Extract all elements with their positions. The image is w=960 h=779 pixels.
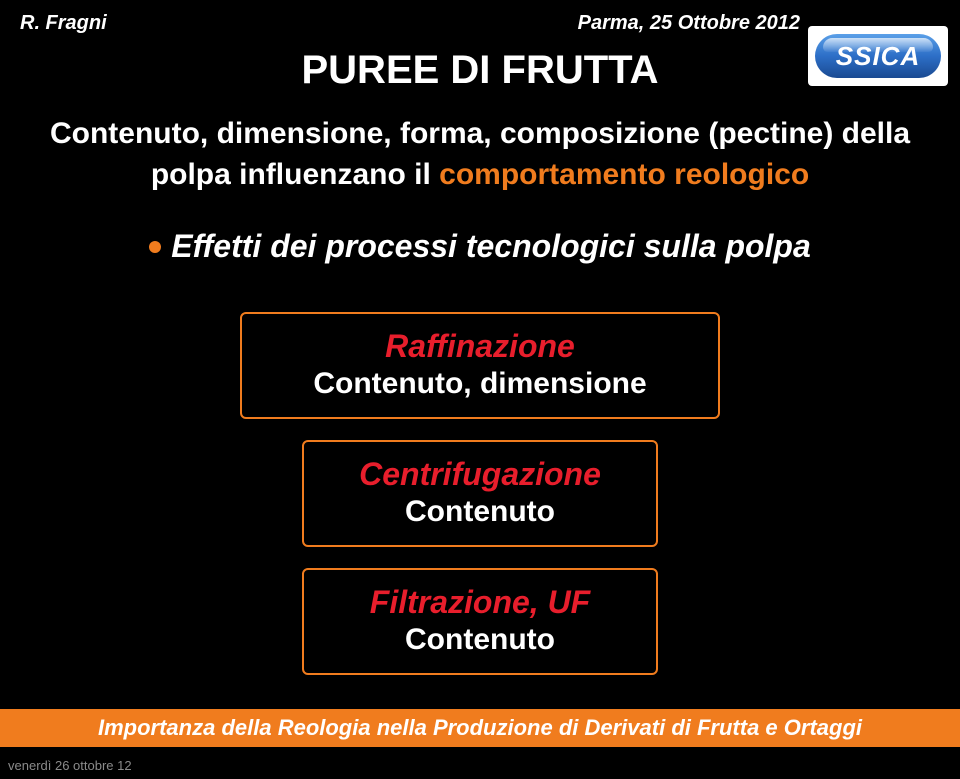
process-box-centrifugazione: Centrifugazione Contenuto bbox=[302, 440, 658, 547]
box-title: Filtrazione, UF bbox=[330, 584, 630, 621]
box-title: Centrifugazione bbox=[330, 456, 630, 493]
process-box-raffinazione: Raffinazione Contenuto, dimensione bbox=[240, 312, 720, 419]
slide: R. Fragni Parma, 25 Ottobre 2012 SSICA P… bbox=[0, 0, 960, 779]
ssica-logo-text: SSICA bbox=[836, 41, 920, 72]
box-desc: Contenuto bbox=[330, 495, 630, 529]
bullet-row: Effetti dei processi tecnologici sulla p… bbox=[0, 228, 960, 265]
box-desc: Contenuto, dimensione bbox=[268, 367, 692, 401]
subtitle-emph: comportamento reologico bbox=[439, 158, 809, 191]
slide-subtitle: Contenuto, dimensione, forma, composizio… bbox=[40, 114, 920, 195]
timestamp: venerdì 26 ottobre 12 bbox=[8, 758, 132, 773]
author-header: R. Fragni bbox=[20, 12, 107, 35]
slide-title: PUREE DI FRUTTA bbox=[0, 48, 960, 93]
footer-bar: Importanza della Reologia nella Produzio… bbox=[0, 709, 960, 747]
date-header: Parma, 25 Ottobre 2012 bbox=[578, 12, 800, 35]
box-desc: Contenuto bbox=[330, 623, 630, 657]
box-title: Raffinazione bbox=[268, 328, 692, 365]
bullet-text: Effetti dei processi tecnologici sulla p… bbox=[171, 228, 811, 264]
bullet-dot-icon bbox=[149, 241, 161, 253]
process-box-filtrazione: Filtrazione, UF Contenuto bbox=[302, 568, 658, 675]
